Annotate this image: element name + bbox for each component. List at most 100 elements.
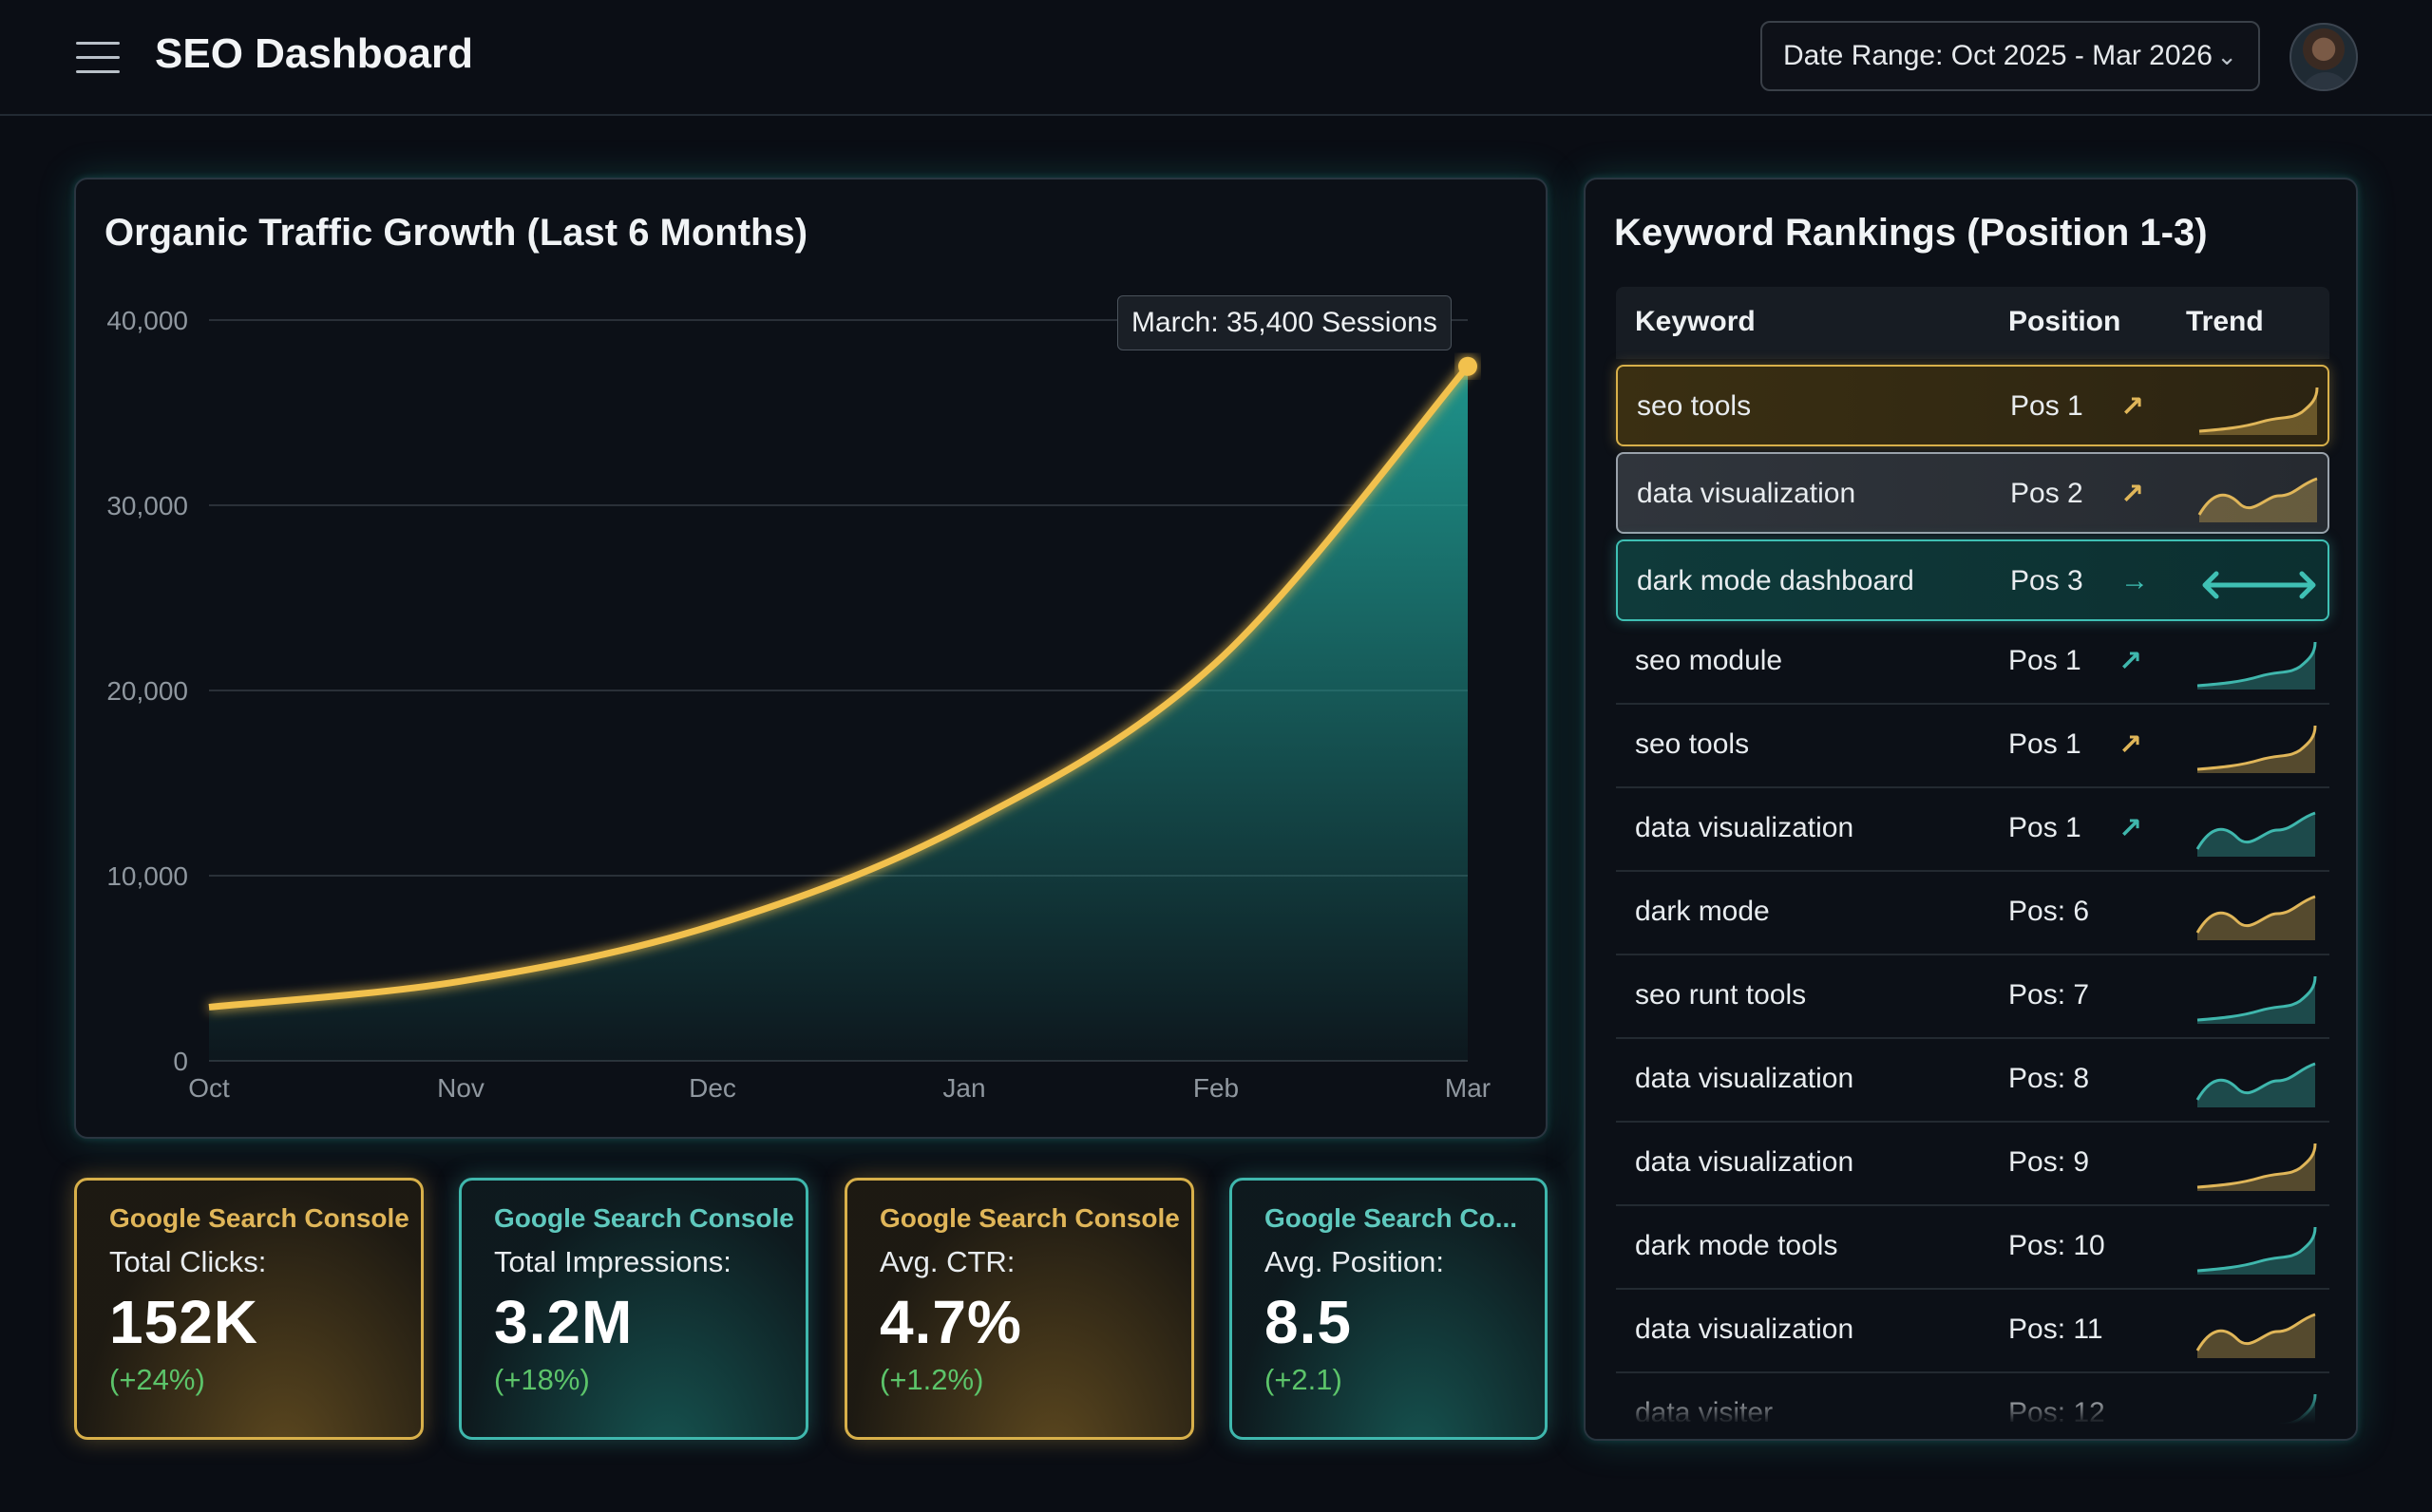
data-point[interactable]	[1458, 356, 1477, 376]
arrow-up-right-icon: ↗	[2118, 813, 2143, 844]
column-header-trend[interactable]: Trend	[2186, 306, 2264, 337]
keyword-cell: data visualization	[1635, 1063, 1854, 1094]
x-tick-label: Feb	[1193, 1073, 1239, 1103]
keyword-cell: dark mode dashboard	[1637, 565, 1914, 596]
trend-sparkline	[2196, 975, 2317, 1024]
keyword-cell: data visualization	[1635, 812, 1854, 843]
metric-source: Google Search Console	[880, 1203, 1180, 1233]
chart-tooltip: March: 35,400 Sessions	[1117, 295, 1452, 350]
keyword-cell: seo module	[1635, 645, 1783, 676]
position-cell: Pos: 8	[2008, 1063, 2090, 1094]
rankings-row[interactable]: data visualization Pos: 8	[1616, 1039, 2329, 1123]
metric-card-avg-position[interactable]: Google Search Co... Avg. Position: 8.5 (…	[1229, 1178, 1548, 1440]
arrow-up-right-icon: ↗	[2120, 479, 2145, 510]
keyword-cell: data visualization	[1635, 1314, 1854, 1345]
trend-sparkline	[2196, 725, 2317, 773]
metric-source: Google Search Console	[109, 1203, 409, 1233]
trend-sparkline	[2196, 1143, 2317, 1191]
position-cell: Pos: 7	[2008, 979, 2090, 1011]
position-cell: Pos 1	[2010, 390, 2083, 422]
metric-label: Avg. Position:	[1264, 1245, 1444, 1278]
rankings-row[interactable]: seo tools Pos 1 ↗	[1616, 705, 2329, 788]
position-cell: Pos: 11	[2008, 1314, 2103, 1345]
y-tick-label: 30,000	[106, 491, 188, 520]
position-cell: Pos 1	[2008, 645, 2081, 676]
rankings-row[interactable]: dark mode dashboard Pos 3 →	[1616, 539, 2329, 621]
rankings-row[interactable]: dark mode tools Pos: 10	[1616, 1206, 2329, 1290]
rankings-rows: seo tools Pos 1 ↗ data visualization Pos 2 ↗ d…	[1616, 365, 2329, 1439]
metric-value: 3.2M	[494, 1288, 634, 1356]
scroll-fade	[1586, 1389, 2356, 1439]
trend-sparkline	[2195, 895, 2316, 940]
rankings-table-header: Keyword Position Trend	[1616, 287, 2329, 359]
x-tick-label: Oct	[188, 1073, 230, 1103]
position-cell: Pos: 10	[2008, 1230, 2105, 1261]
column-header-position[interactable]: Position	[2008, 306, 2121, 337]
trend-sparkline	[2195, 811, 2316, 857]
metric-change: (+24%)	[109, 1363, 205, 1396]
x-tick-label: Dec	[689, 1073, 736, 1103]
rankings-row[interactable]: data visualization Pos 2 ↗	[1616, 452, 2329, 534]
app-title: SEO Dashboard	[155, 30, 473, 77]
rankings-row[interactable]: data visualization Pos 1 ↗	[1616, 788, 2329, 872]
metric-change: (+18%)	[494, 1363, 590, 1396]
position-cell: Pos 1	[2008, 812, 2081, 843]
date-range-label: Date Range: Oct 2025 - Mar 2026	[1783, 40, 2213, 71]
trend-sparkline	[2198, 387, 2319, 435]
arrow-up-right-icon: ↗	[2118, 729, 2143, 761]
y-tick-label: 40,000	[106, 306, 188, 335]
trend-sparkline	[2195, 1313, 2316, 1358]
keyword-cell: data visualization	[1637, 478, 1856, 509]
column-header-keyword[interactable]: Keyword	[1635, 306, 1756, 337]
arrow-up-right-icon: ↗	[2120, 391, 2145, 423]
x-tick-label: Nov	[437, 1073, 484, 1103]
hamburger-menu-icon[interactable]	[76, 42, 120, 74]
x-tick-label: Mar	[1445, 1073, 1491, 1103]
rankings-title: Keyword Rankings (Position 1-3)	[1614, 212, 2208, 254]
y-tick-label: 10,000	[106, 861, 188, 891]
metric-change: (+2.1)	[1264, 1363, 1342, 1396]
x-tick-label: Jan	[942, 1073, 985, 1103]
y-tick-label: 20,000	[106, 676, 188, 706]
user-avatar[interactable]	[2290, 23, 2358, 91]
rankings-row[interactable]: data visualization Pos: 9	[1616, 1123, 2329, 1206]
keyword-rankings-panel: Keyword Rankings (Position 1-3) Keyword …	[1584, 178, 2358, 1441]
metric-card-total-impressions[interactable]: Google Search Console Total Impressions:…	[459, 1178, 808, 1440]
keyword-cell: seo runt tools	[1635, 979, 1807, 1011]
trend-sparkline	[2195, 1062, 2316, 1107]
position-cell: Pos 3	[2010, 565, 2083, 596]
traffic-area	[209, 366, 1468, 1061]
rankings-row[interactable]: seo tools Pos 1 ↗	[1616, 365, 2329, 446]
metric-value: 4.7%	[880, 1288, 1022, 1356]
keyword-cell: dark mode	[1635, 896, 1770, 927]
rankings-row[interactable]: data visualization Pos: 11	[1616, 1290, 2329, 1373]
metric-value: 152K	[109, 1288, 258, 1356]
metric-label: Total Clicks:	[109, 1245, 267, 1278]
traffic-line	[208, 364, 1471, 1011]
metric-label: Avg. CTR:	[880, 1245, 1016, 1278]
metric-value: 8.5	[1264, 1288, 1352, 1356]
arrow-right-icon: →	[2120, 565, 2149, 596]
metric-source: Google Search Co...	[1264, 1203, 1518, 1233]
chart-title: Organic Traffic Growth (Last 6 Months)	[104, 212, 808, 254]
top-bar: SEO Dashboard Date Range: Oct 2025 - Mar…	[0, 0, 2432, 116]
chevron-down-icon: ⌄	[2216, 42, 2237, 70]
trend-sparkline	[2196, 1226, 2317, 1275]
keyword-cell: seo tools	[1637, 390, 1752, 422]
rankings-row[interactable]: seo module Pos 1 ↗	[1616, 621, 2329, 705]
double-arrow-icon	[2202, 571, 2316, 599]
rankings-row[interactable]: dark mode Pos: 6	[1616, 872, 2329, 955]
metric-card-total-clicks[interactable]: Google Search Console Total Clicks: 152K…	[74, 1178, 424, 1440]
trend-sparkline	[2196, 641, 2317, 690]
y-tick-label: 0	[173, 1047, 188, 1076]
keyword-cell: seo tools	[1635, 728, 1750, 760]
rankings-row[interactable]: seo runt tools Pos: 7	[1616, 955, 2329, 1039]
metric-card-avg-ctr[interactable]: Google Search Console Avg. CTR: 4.7% (+1…	[845, 1178, 1194, 1440]
metric-source: Google Search Console	[494, 1203, 794, 1233]
date-range-dropdown[interactable]: Date Range: Oct 2025 - Mar 2026 ⌄	[1760, 21, 2260, 91]
position-cell: Pos: 6	[2008, 896, 2090, 927]
metric-change: (+1.2%)	[880, 1363, 984, 1396]
arrow-up-right-icon: ↗	[2118, 646, 2143, 677]
traffic-chart-panel: Organic Traffic Growth (Last 6 Months) 0…	[74, 178, 1548, 1139]
rankings-table: Keyword Position Trend seo tools Pos 1 ↗ da…	[1616, 287, 2329, 1439]
